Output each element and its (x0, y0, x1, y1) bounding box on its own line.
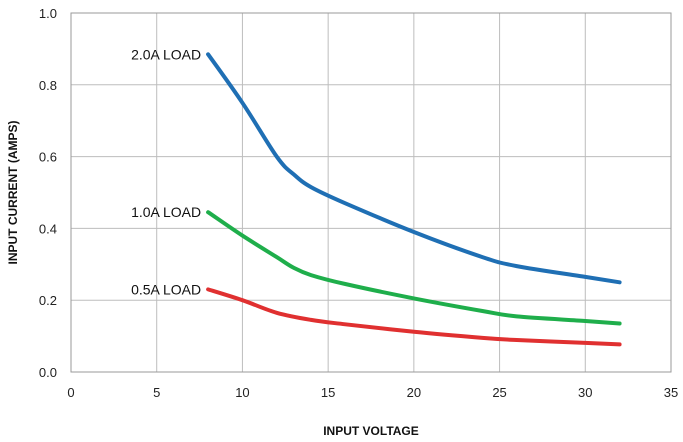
y-tick-label: 0.2 (39, 293, 57, 308)
series-lines (206, 52, 622, 347)
series-line-0-5a-load (206, 287, 622, 347)
series-line-2-0a-load (206, 52, 622, 285)
x-axis-title: INPUT VOLTAGE (323, 424, 419, 438)
series-labels: 2.0A LOAD 1.0A LOAD 0.5A LOAD (131, 46, 201, 297)
x-tick-label: 20 (407, 385, 421, 400)
x-tick-label: 25 (492, 385, 506, 400)
x-tick-label: 35 (664, 385, 678, 400)
x-tick-label: 30 (578, 385, 592, 400)
grid (71, 13, 671, 372)
y-tick-label: 0.4 (39, 221, 57, 236)
x-tick-label: 0 (67, 385, 74, 400)
x-tick-label: 15 (321, 385, 335, 400)
x-tick-label: 10 (235, 385, 249, 400)
series-line-1-0a-load (206, 210, 622, 326)
series-label-2-0a-load: 2.0A LOAD (131, 46, 201, 62)
x-tick-label: 5 (153, 385, 160, 400)
series-label-1-0a-load: 1.0A LOAD (131, 204, 201, 220)
series-label-0-5a-load: 0.5A LOAD (131, 281, 201, 297)
y-tick-label: 0.0 (39, 365, 57, 380)
axis-ticks: 0.0 0.2 0.4 0.6 0.8 1.0 0 5 10 15 20 25 30 35 (39, 6, 678, 400)
y-axis-title: INPUT CURRENT (AMPS) (6, 121, 20, 265)
plot-area-frame (70, 12, 672, 373)
y-tick-label: 1.0 (39, 6, 57, 21)
y-tick-label: 0.8 (39, 78, 57, 93)
y-tick-label: 0.6 (39, 150, 57, 165)
